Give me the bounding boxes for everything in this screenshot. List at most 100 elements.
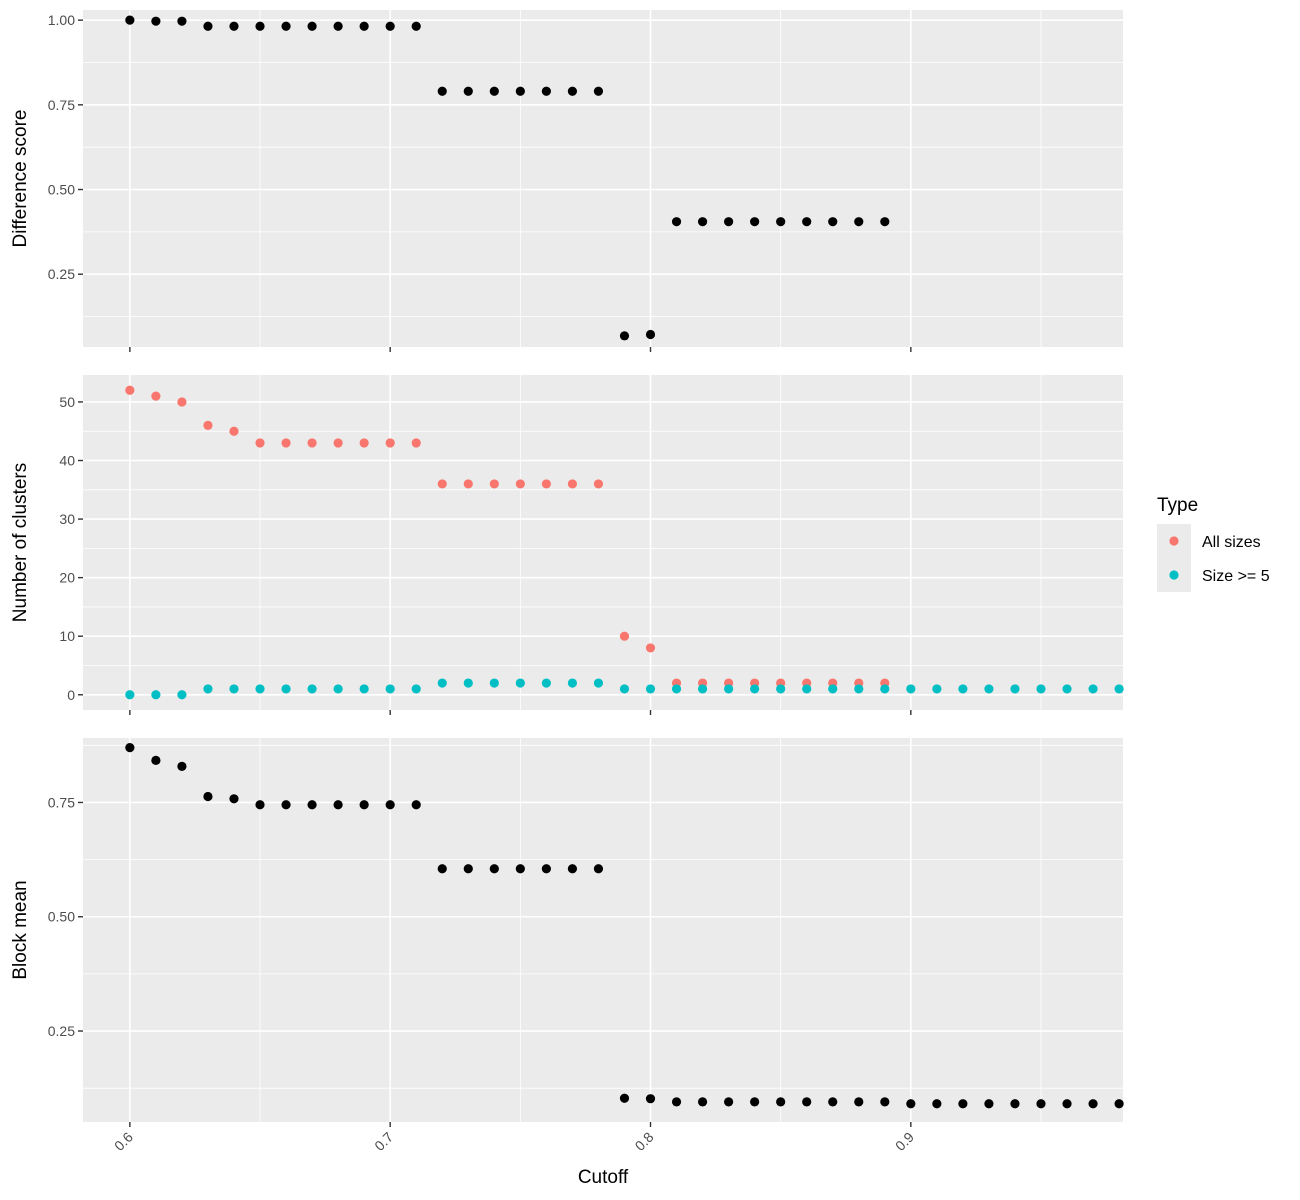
x-tick-label: 0.6 (111, 1129, 136, 1154)
data-point (802, 217, 812, 227)
legend-marker (1169, 570, 1179, 580)
data-point (724, 684, 734, 694)
data-point (463, 479, 473, 489)
data-point (776, 1097, 786, 1107)
data-point (854, 684, 864, 694)
data-point (333, 800, 343, 810)
data-point (541, 479, 551, 489)
data-point (151, 755, 161, 766)
data-point (541, 678, 551, 688)
data-point (697, 1097, 708, 1107)
panel-background (83, 738, 1123, 1122)
data-point (203, 791, 213, 802)
y-axis-title: Difference score (10, 110, 31, 248)
data-point (619, 631, 630, 641)
data-point (151, 391, 161, 401)
series-points (125, 678, 1124, 700)
data-point (125, 690, 135, 700)
data-point (411, 21, 421, 31)
data-point (906, 684, 916, 694)
data-point (854, 217, 864, 227)
data-point (567, 86, 578, 96)
data-point (515, 864, 525, 874)
panel-1: 0.25 0.50 0.75 1.00 Difference score (10, 10, 1123, 352)
data-point (437, 864, 447, 874)
data-point (463, 678, 473, 688)
data-point (932, 1099, 942, 1109)
data-point (828, 684, 838, 694)
data-point (229, 21, 239, 31)
data-point (724, 1097, 734, 1107)
data-point (385, 800, 395, 810)
legend-entry: Size >= 5 (1157, 558, 1270, 592)
data-point (828, 217, 838, 227)
legend: Type All sizes Size >= 5 (1157, 495, 1270, 592)
y-tick-label: 0 (67, 687, 75, 703)
panel-2: 0 10 20 30 40 50 Number of clusters (10, 375, 1124, 715)
data-point (880, 1097, 890, 1107)
data-point (307, 21, 317, 31)
data-point (619, 1093, 630, 1103)
data-point (281, 21, 291, 31)
data-point (177, 761, 187, 771)
data-point (281, 800, 291, 810)
data-point (489, 678, 499, 688)
data-point (307, 438, 317, 448)
data-point (333, 684, 343, 694)
legend-marker (1169, 536, 1179, 546)
legend-label: All sizes (1202, 534, 1261, 551)
data-point (359, 684, 369, 694)
series-points (125, 743, 1124, 1109)
data-point (255, 800, 265, 810)
data-point (437, 678, 447, 688)
data-point (1062, 684, 1072, 694)
data-point (1036, 684, 1046, 694)
data-point (880, 217, 890, 227)
data-point (567, 479, 578, 489)
data-point (802, 684, 812, 694)
y-tick-label: 40 (59, 453, 75, 469)
legend-entry: All sizes (1157, 524, 1261, 558)
data-point (177, 690, 187, 700)
data-point (177, 16, 187, 26)
data-point (359, 438, 369, 448)
data-point (1088, 1099, 1098, 1109)
data-point (645, 684, 656, 694)
data-point (619, 684, 630, 694)
data-point (697, 684, 708, 694)
data-point (724, 217, 734, 227)
y-tick-label: 0.50 (48, 182, 75, 198)
data-point (1010, 1099, 1020, 1109)
data-point (1088, 684, 1098, 694)
data-point (203, 21, 213, 31)
data-point (203, 684, 213, 694)
data-point (515, 86, 525, 96)
data-point (281, 684, 291, 694)
data-point (932, 684, 942, 694)
data-point (359, 800, 369, 810)
data-point (281, 438, 291, 448)
x-axis-title: Cutoff (578, 1167, 629, 1188)
x-tick-label: 0.8 (632, 1129, 657, 1154)
data-point (229, 426, 239, 436)
data-point (333, 438, 343, 448)
data-point (593, 678, 604, 688)
data-point (515, 479, 525, 489)
data-point (255, 684, 265, 694)
data-point (645, 329, 656, 340)
data-point (671, 217, 682, 227)
data-point (437, 479, 447, 489)
data-point (411, 684, 421, 694)
data-point (515, 678, 525, 688)
data-point (776, 684, 786, 694)
data-point (229, 794, 239, 804)
y-tick-label: 10 (59, 628, 75, 644)
legend-title: Type (1157, 495, 1198, 516)
data-point (541, 86, 551, 96)
panel-background (83, 10, 1123, 347)
y-tick-label: 0.50 (48, 909, 75, 925)
series-points (125, 15, 890, 341)
data-point (984, 1099, 994, 1109)
data-point (489, 864, 499, 874)
